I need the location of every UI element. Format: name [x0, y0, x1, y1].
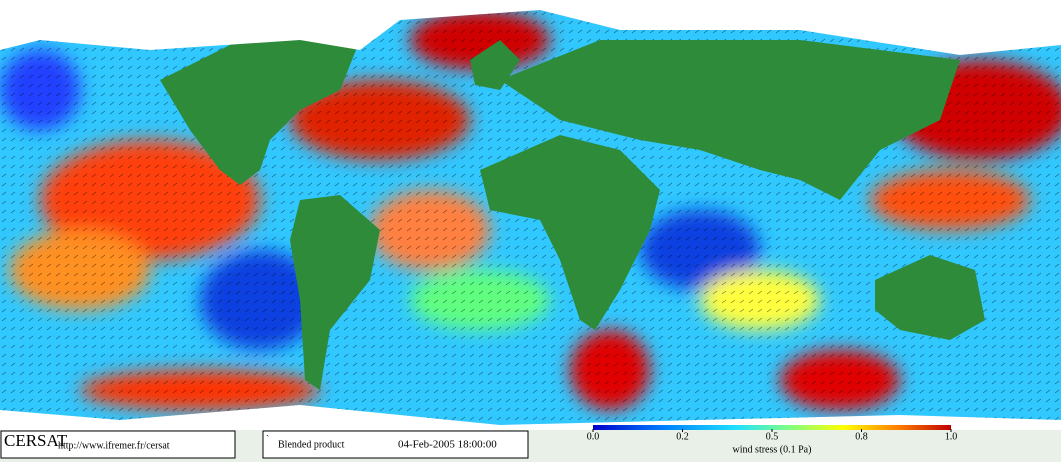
colorbar-tick-label: 0.2 [676, 431, 689, 442]
colorbar-tick-label: 0.0 [587, 431, 600, 442]
colorbar-title: wind stress (0.1 Pa) [733, 444, 812, 455]
colorbar-tick-label: 0.8 [855, 431, 868, 442]
colorbar [593, 425, 951, 430]
footer: CERSAT http://www.ifremer.fr/cersat ` Bl… [0, 425, 1061, 462]
land [160, 40, 985, 390]
url: http://www.ifremer.fr/cersat [58, 440, 170, 451]
logo: CERSAT [4, 431, 68, 450]
product: Blended product [278, 439, 345, 450]
colorbar-tick-label: 1.0 [945, 431, 958, 442]
colorbar-tick-label: 0.5 [766, 431, 779, 442]
mark: ` [266, 434, 269, 445]
datetime: 04-Feb-2005 18:00:00 [398, 439, 497, 451]
ice [0, 0, 1061, 430]
info-box [262, 430, 529, 459]
logo-box [0, 430, 236, 459]
